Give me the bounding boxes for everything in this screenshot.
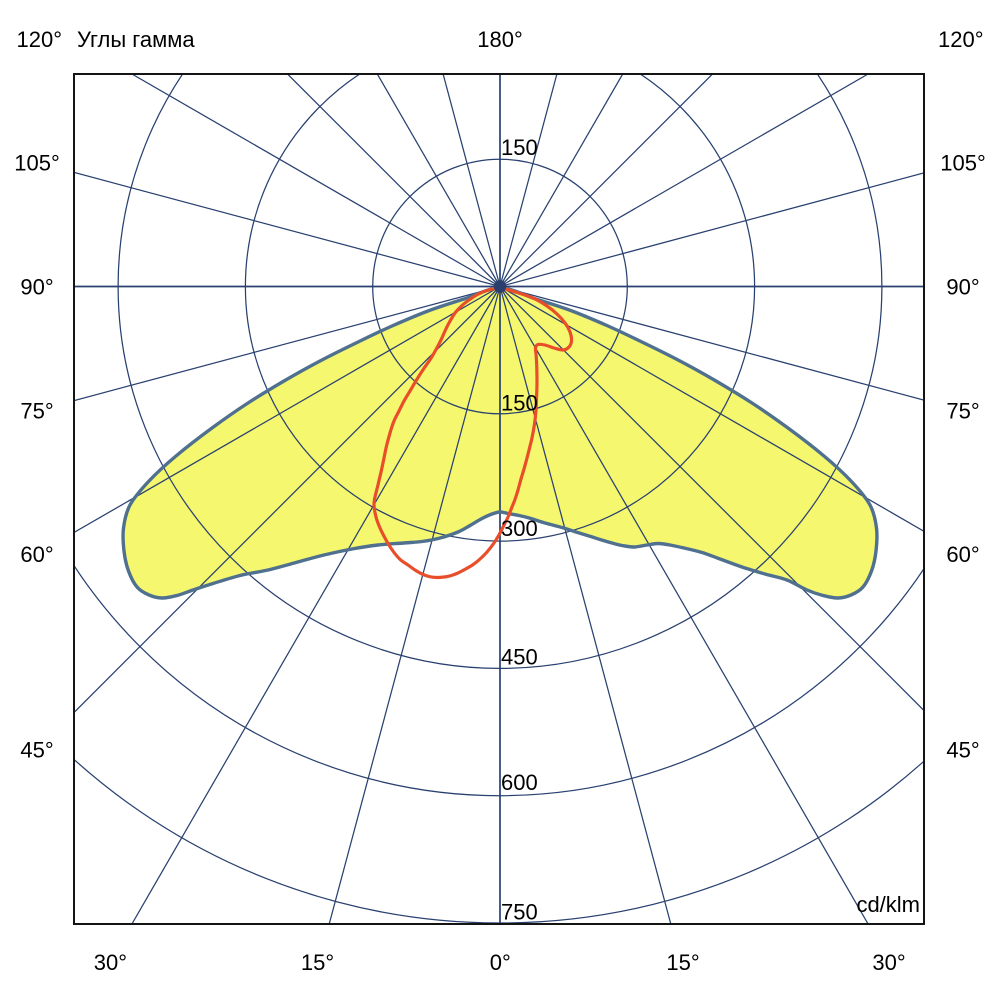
svg-text:180°: 180°: [477, 27, 523, 52]
svg-text:75°: 75°: [946, 399, 979, 424]
svg-text:150: 150: [501, 391, 538, 416]
svg-text:120°: 120°: [17, 27, 63, 52]
svg-text:90°: 90°: [946, 275, 979, 300]
svg-text:30°: 30°: [872, 950, 905, 975]
svg-text:15°: 15°: [301, 950, 334, 975]
svg-text:105°: 105°: [14, 150, 60, 175]
svg-text:45°: 45°: [20, 738, 53, 763]
svg-text:105°: 105°: [940, 150, 986, 175]
svg-text:Углы гамма: Углы гамма: [77, 27, 195, 52]
svg-text:300: 300: [501, 516, 538, 541]
svg-text:15°: 15°: [666, 950, 699, 975]
svg-text:45°: 45°: [946, 738, 979, 763]
svg-text:0°: 0°: [490, 950, 511, 975]
svg-text:150: 150: [501, 135, 538, 160]
svg-text:cd/klm: cd/klm: [856, 892, 920, 917]
svg-text:60°: 60°: [946, 542, 979, 567]
svg-text:90°: 90°: [20, 275, 53, 300]
svg-text:750: 750: [501, 900, 538, 925]
svg-text:30°: 30°: [94, 950, 127, 975]
svg-text:120°: 120°: [938, 27, 984, 52]
svg-text:60°: 60°: [20, 542, 53, 567]
svg-text:75°: 75°: [20, 399, 53, 424]
svg-text:450: 450: [501, 645, 538, 670]
svg-text:600: 600: [501, 770, 538, 795]
